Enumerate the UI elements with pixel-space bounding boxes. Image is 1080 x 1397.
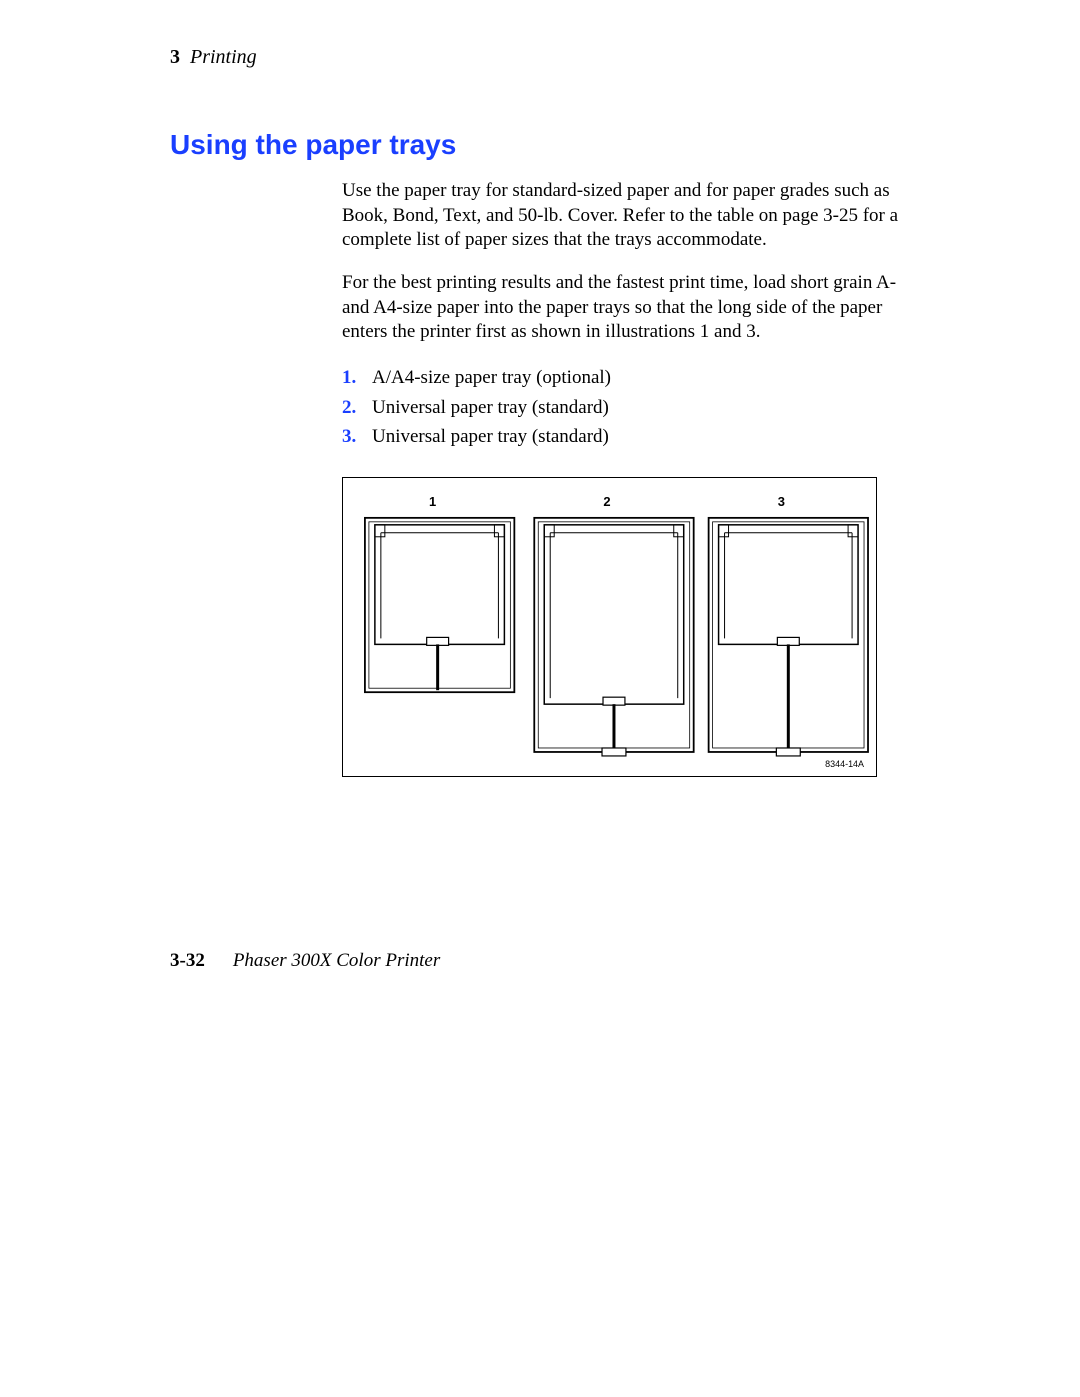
list-text: A/A4-size paper tray (optional) [372, 367, 611, 388]
list-number: 1. [342, 363, 356, 392]
page-number: 3-32 [170, 950, 205, 971]
list-text: Universal paper tray (standard) [372, 426, 609, 447]
svg-text:1: 1 [429, 494, 436, 509]
chapter-title: Printing [190, 46, 257, 68]
running-header: 3 Printing [170, 46, 910, 69]
paragraph-2: For the best printing results and the fa… [342, 271, 912, 345]
list-item: 1. A/A4-size paper tray (optional) [342, 363, 912, 392]
svg-text:8344-14A: 8344-14A [825, 759, 864, 769]
list-number: 2. [342, 393, 356, 422]
book-title: Phaser 300X Color Printer [233, 950, 440, 971]
page-footer: 3-32 Phaser 300X Color Printer [170, 950, 440, 972]
list-text: Universal paper tray (standard) [372, 397, 609, 418]
body-block: Use the paper tray for standard-sized pa… [342, 179, 912, 451]
section-title: Using the paper trays [170, 129, 910, 161]
chapter-number: 3 [170, 46, 180, 68]
paragraph-1: Use the paper tray for standard-sized pa… [342, 179, 912, 253]
svg-text:2: 2 [603, 494, 610, 509]
list-item: 2. Universal paper tray (standard) [342, 393, 912, 422]
tray-diagram-svg: 1 2 3 8344-14A [343, 478, 876, 777]
list-item: 3. Universal paper tray (standard) [342, 422, 912, 451]
tray-figure: 1 2 3 8344-14A [342, 477, 877, 777]
list-number: 3. [342, 422, 356, 451]
tray-list: 1. A/A4-size paper tray (optional) 2. Univ… [342, 363, 912, 451]
svg-text:3: 3 [778, 494, 785, 509]
